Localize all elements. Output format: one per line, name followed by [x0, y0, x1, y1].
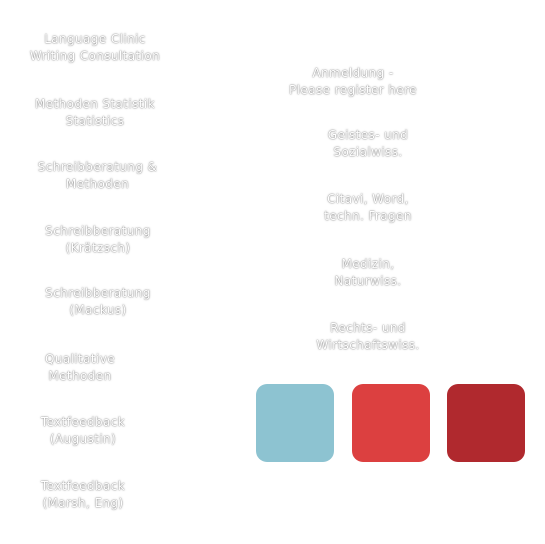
menu-item-textfeedback-marsh[interactable]: Textfeedback (Marsh, Eng): [8, 478, 158, 512]
menu-item-geistes-sozialwiss[interactable]: Geistes- und Sozialwiss.: [293, 127, 443, 161]
menu-item-label: Language Clinic: [44, 32, 146, 46]
menu-item-sublabel: (Augustin): [49, 432, 117, 446]
menu-item-label: Schreibberatung: [45, 286, 151, 300]
menu-item-sublabel: Writing Consultation: [29, 49, 161, 63]
menu-item-label: Schreibberatung: [45, 224, 151, 238]
menu-item-label: Rechts- und: [330, 321, 406, 335]
menu-item-rechts-wirtschaftswiss[interactable]: Rechts- und Wirtschaftswiss.: [293, 320, 443, 354]
menu-item-sublabel: techn. Fragen: [324, 209, 412, 223]
menu-item-label: Geistes- und: [327, 128, 409, 142]
color-swatch-dark-red[interactable]: [447, 384, 525, 462]
menu-item-textfeedback-augustin[interactable]: Textfeedback (Augustin): [8, 414, 158, 448]
menu-item-label: Medizin,: [341, 257, 395, 271]
menu-item-sublabel: Statistics: [65, 114, 125, 128]
menu-item-language-clinic[interactable]: Language Clinic Writing Consultation: [20, 31, 170, 65]
menu-item-sublabel: (Marsh, Eng): [42, 496, 124, 510]
color-swatch-red[interactable]: [352, 384, 430, 462]
menu-item-schreibberatung-kraetzsch[interactable]: Schreibberatung (Krätzsch): [23, 223, 173, 257]
menu-item-label: Schreibberatung &: [37, 160, 158, 174]
menu-item-sublabel: Please register here: [289, 83, 417, 97]
menu-item-sublabel: Wirtschaftswiss.: [316, 338, 420, 352]
menu-item-label: Anmeldung -: [312, 66, 394, 80]
menu-item-sublabel: Naturwiss.: [334, 274, 402, 288]
color-swatch-light-blue[interactable]: [256, 384, 334, 462]
menu-item-label: Citavi, Word,: [327, 192, 409, 206]
menu-item-label: Methoden Statistik: [35, 97, 155, 111]
menu-item-anmeldung[interactable]: Anmeldung - Please register here: [273, 65, 433, 99]
menu-item-sublabel: Sozialwiss.: [333, 145, 403, 159]
menu-item-sublabel: (Krätzsch): [65, 241, 131, 255]
menu-item-qualitative-methoden[interactable]: Qualitative Methoden: [5, 351, 155, 385]
menu-item-sublabel: (Mackus): [69, 303, 127, 317]
menu-item-schreibberatung-mackus[interactable]: Schreibberatung (Mackus): [23, 285, 173, 319]
menu-item-methoden-statistik[interactable]: Methoden Statistik Statistics: [20, 96, 170, 130]
menu-item-schreibberatung-methoden[interactable]: Schreibberatung & Methoden: [20, 159, 175, 193]
menu-item-sublabel: Methoden: [48, 369, 112, 383]
menu-item-label: Qualitative: [44, 352, 116, 366]
menu-item-label: Textfeedback: [40, 415, 126, 429]
menu-item-sublabel: Methoden: [65, 177, 130, 191]
menu-item-citavi-word[interactable]: Citavi, Word, techn. Fragen: [293, 191, 443, 225]
menu-item-medizin-naturwiss[interactable]: Medizin, Naturwiss.: [293, 256, 443, 290]
menu-item-label: Textfeedback: [40, 479, 126, 493]
